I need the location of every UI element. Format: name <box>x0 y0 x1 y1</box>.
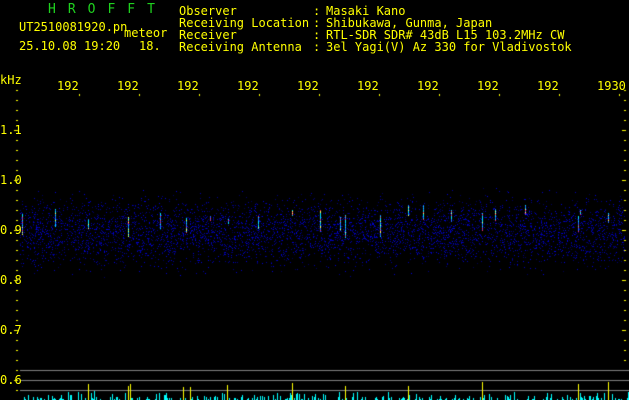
time-label: 1930 <box>597 79 626 93</box>
antenna-label: Receiving Antenna <box>179 40 302 54</box>
time-label: 192 <box>357 79 379 93</box>
app-title: HROFFT <box>48 2 167 17</box>
antenna-value: 3el Yagi(V) Az 330 for Vladivostok <box>326 40 572 54</box>
time-label: 192 <box>57 79 79 93</box>
freq-label: 0.7 <box>0 323 22 337</box>
freq-label: 1.1 <box>0 123 22 137</box>
time-label: 192 <box>537 79 559 93</box>
freq-label: 0.6 <box>0 373 22 387</box>
receiver-value: RTL-SDR SDR# 43dB L15 103.2MHz CW <box>326 28 565 42</box>
time-label: 192 <box>237 79 259 93</box>
receiver-label: Receiver <box>179 28 237 42</box>
freq-label: 0.9 <box>0 223 22 237</box>
observer-label: Observer <box>179 4 237 18</box>
time-label: 192 <box>177 79 199 93</box>
freq-label: 0.8 <box>0 273 22 287</box>
mode: meteor <box>124 26 168 40</box>
location-value: Shibukawa, Gunma, Japan <box>326 16 493 30</box>
count: 18. <box>139 39 161 53</box>
time-label: 192 <box>297 79 319 93</box>
filename: UT2510081920.pn <box>19 20 128 34</box>
location-label: Receiving Location <box>179 16 310 30</box>
unit-label: kHz <box>0 73 22 87</box>
time-label: 192 <box>417 79 439 93</box>
colon: : <box>313 4 321 18</box>
time-label: 192 <box>117 79 139 93</box>
colon: : <box>313 40 321 54</box>
colon: : <box>313 16 321 30</box>
freq-label: 1.0 <box>0 173 22 187</box>
observer-value: Masaki Kano <box>326 4 406 18</box>
time-label: 192 <box>477 79 499 93</box>
colon: : <box>313 28 321 42</box>
datetime: 25.10.08 19:20 <box>19 39 121 53</box>
